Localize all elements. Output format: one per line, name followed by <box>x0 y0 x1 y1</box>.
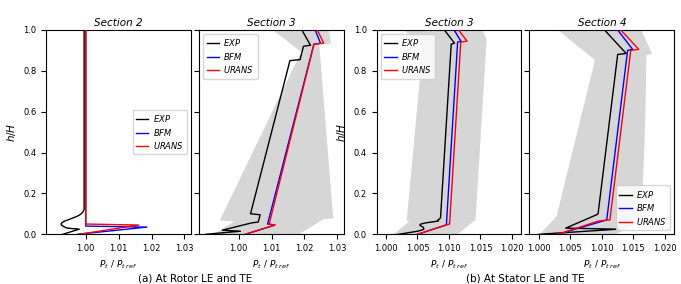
Y-axis label: $h/H$: $h/H$ <box>5 122 18 142</box>
Y-axis label: $h/H$: $h/H$ <box>335 122 348 142</box>
Title: Section 3: Section 3 <box>425 18 473 28</box>
Title: Section 2: Section 2 <box>95 18 143 28</box>
X-axis label: $P_t\ /\ P_{t\ ref}$: $P_t\ /\ P_{t\ ref}$ <box>430 258 469 271</box>
Legend: $EXP$, $BFM$, $URANS$: $EXP$, $BFM$, $URANS$ <box>381 34 435 79</box>
Legend: $EXP$, $BFM$, $URANS$: $EXP$, $BFM$, $URANS$ <box>133 110 187 154</box>
Title: Section 4: Section 4 <box>577 18 626 28</box>
Legend: $EXP$, $BFM$, $URANS$: $EXP$, $BFM$, $URANS$ <box>204 34 257 79</box>
Text: (b) At Stator LE and TE: (b) At Stator LE and TE <box>466 273 585 283</box>
X-axis label: $P_t\ /\ P_{t\ ref}$: $P_t\ /\ P_{t\ ref}$ <box>582 258 621 271</box>
Legend: $EXP$, $BFM$, $URANS$: $EXP$, $BFM$, $URANS$ <box>616 185 670 230</box>
X-axis label: $P_t\ /\ P_{t\ ref}$: $P_t\ /\ P_{t\ ref}$ <box>99 258 138 271</box>
X-axis label: $P_t\ /\ P_{t\ ref}$: $P_t\ /\ P_{t\ ref}$ <box>252 258 291 271</box>
Text: (a) At Rotor LE and TE: (a) At Rotor LE and TE <box>138 273 252 283</box>
Title: Section 3: Section 3 <box>247 18 296 28</box>
